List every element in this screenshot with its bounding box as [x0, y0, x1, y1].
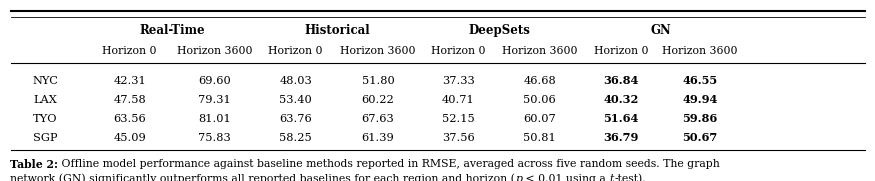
Text: 53.40: 53.40 [279, 94, 312, 105]
Text: TYO: TYO [33, 113, 58, 124]
Text: LAX: LAX [33, 94, 58, 105]
Text: Offline model performance against baseline methods reported in RMSE, averaged ac: Offline model performance against baseli… [59, 159, 720, 169]
Text: 59.86: 59.86 [682, 113, 717, 124]
Text: 40.71: 40.71 [442, 94, 475, 105]
Text: network (GN) significantly outperforms all reported baselines for each region an: network (GN) significantly outperforms a… [10, 174, 515, 181]
Text: 75.83: 75.83 [198, 132, 231, 143]
Text: Horizon 0: Horizon 0 [431, 46, 486, 56]
Text: 51.80: 51.80 [361, 75, 395, 86]
Text: NYC: NYC [32, 75, 59, 86]
Text: Horizon 3600: Horizon 3600 [177, 46, 252, 56]
Text: p: p [515, 174, 522, 181]
Text: 49.94: 49.94 [682, 94, 717, 105]
Text: Horizon 0: Horizon 0 [269, 46, 323, 56]
Text: GN: GN [650, 24, 671, 37]
Text: 60.07: 60.07 [523, 113, 556, 124]
Text: 45.09: 45.09 [113, 132, 146, 143]
Text: 46.55: 46.55 [682, 75, 717, 86]
Text: Horizon 0: Horizon 0 [594, 46, 648, 56]
Text: Horizon 0: Horizon 0 [102, 46, 157, 56]
Text: 40.32: 40.32 [604, 94, 639, 105]
Text: 58.25: 58.25 [279, 132, 312, 143]
Text: 50.67: 50.67 [682, 132, 717, 143]
Text: 47.58: 47.58 [113, 94, 146, 105]
Text: Horizon 3600: Horizon 3600 [662, 46, 738, 56]
Text: Horizon 3600: Horizon 3600 [502, 46, 578, 56]
Text: 52.15: 52.15 [442, 113, 475, 124]
Text: 48.03: 48.03 [279, 75, 312, 86]
Text: < 0.01 using a: < 0.01 using a [522, 174, 610, 181]
Text: 50.81: 50.81 [523, 132, 556, 143]
Text: Horizon 3600: Horizon 3600 [340, 46, 416, 56]
Text: 37.33: 37.33 [442, 75, 475, 86]
Text: 81.01: 81.01 [198, 113, 231, 124]
Text: Real-Time: Real-Time [140, 24, 205, 37]
Text: 50.06: 50.06 [523, 94, 556, 105]
Text: 69.60: 69.60 [198, 75, 231, 86]
Text: Table 2:: Table 2: [10, 159, 59, 170]
Text: 37.56: 37.56 [442, 132, 475, 143]
Text: 63.76: 63.76 [279, 113, 312, 124]
Text: 36.79: 36.79 [604, 132, 639, 143]
Text: t: t [610, 174, 614, 181]
Text: 67.63: 67.63 [361, 113, 395, 124]
Text: 61.39: 61.39 [361, 132, 395, 143]
Text: 51.64: 51.64 [604, 113, 639, 124]
Text: SGP: SGP [33, 132, 58, 143]
Text: 36.84: 36.84 [604, 75, 639, 86]
Text: 42.31: 42.31 [113, 75, 146, 86]
Text: 79.31: 79.31 [198, 94, 231, 105]
Text: 63.56: 63.56 [113, 113, 146, 124]
Text: 46.68: 46.68 [523, 75, 556, 86]
Text: 60.22: 60.22 [361, 94, 395, 105]
Text: Historical: Historical [304, 24, 370, 37]
Text: DeepSets: DeepSets [469, 24, 530, 37]
Text: -test).: -test). [614, 174, 646, 181]
